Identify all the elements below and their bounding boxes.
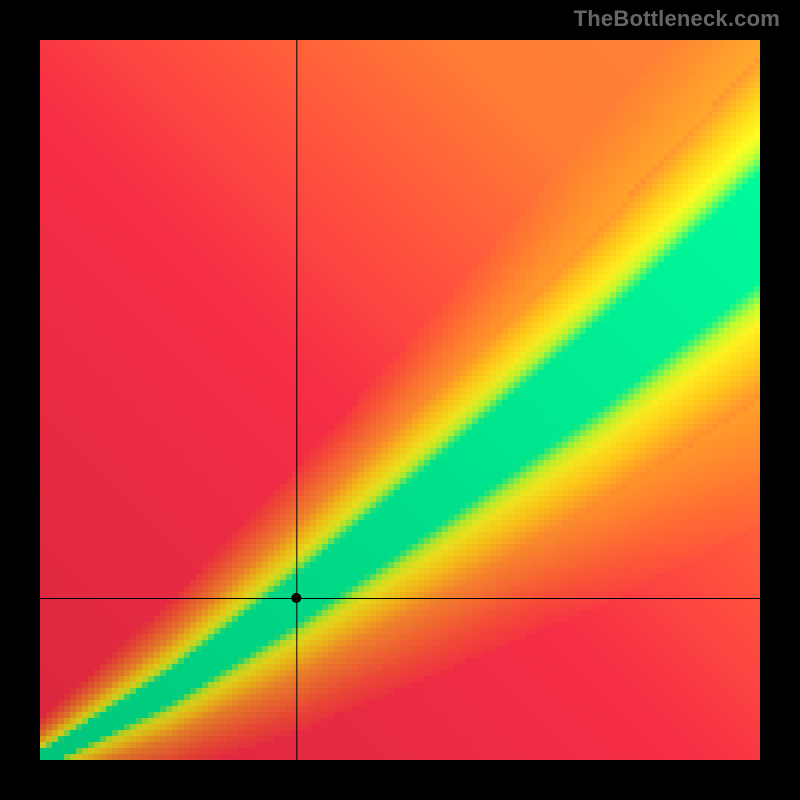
outer-frame: TheBottleneck.com [0,0,800,800]
heatmap-canvas [40,40,760,760]
watermark-text: TheBottleneck.com [574,6,780,32]
plot-area [40,40,760,760]
